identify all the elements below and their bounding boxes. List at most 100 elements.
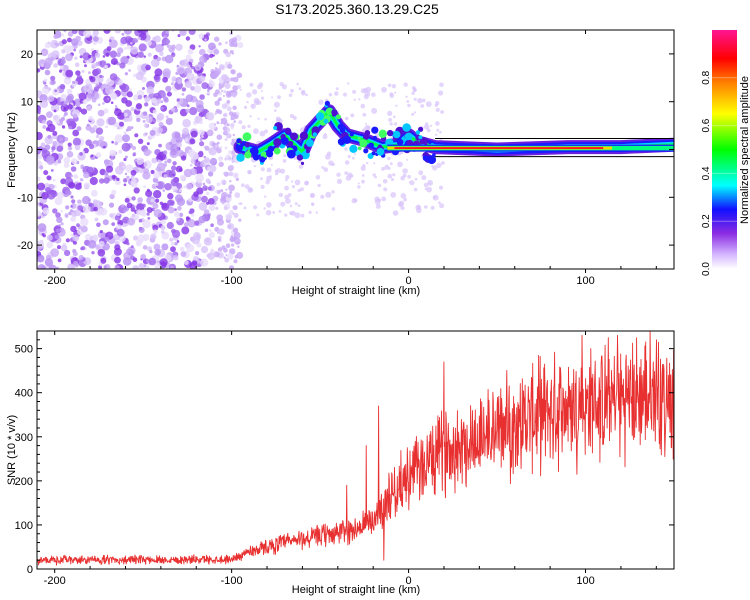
noise-blob	[109, 193, 115, 200]
noise-blob	[225, 254, 228, 257]
noise-blob	[193, 85, 202, 93]
noise-blob	[273, 101, 280, 108]
noise-blob	[126, 45, 132, 50]
noise-blob	[80, 108, 88, 115]
noise-blob	[129, 115, 133, 119]
noise-blob	[155, 43, 164, 53]
noise-blob	[397, 161, 403, 168]
noise-blob	[68, 182, 76, 189]
ridge-blob	[432, 153, 436, 157]
noise-blob	[361, 179, 365, 184]
noise-blob	[190, 130, 198, 138]
ridge-blob	[273, 126, 278, 130]
noise-blob	[208, 147, 217, 156]
noise-blob	[56, 216, 63, 223]
noise-blob	[102, 55, 106, 58]
noise-blob	[186, 104, 190, 108]
noise-blob	[76, 126, 82, 131]
noise-blob	[43, 170, 49, 176]
noise-blob	[142, 111, 148, 116]
noise-blob	[146, 116, 153, 123]
noise-blob	[90, 189, 98, 197]
noise-blob	[430, 205, 435, 210]
noise-blob	[183, 168, 193, 178]
noise-blob	[104, 64, 108, 69]
noise-blob	[50, 39, 59, 49]
noise-blob	[210, 248, 214, 252]
noise-blob	[310, 193, 314, 198]
noise-blob	[156, 113, 165, 121]
noise-blob	[142, 219, 151, 229]
noise-blob	[165, 115, 169, 119]
noise-blob	[109, 213, 114, 218]
noise-blob	[137, 30, 142, 34]
noise-blob	[227, 63, 233, 69]
noise-blob	[97, 139, 104, 147]
noise-blob	[228, 171, 234, 177]
noise-blob	[344, 171, 349, 176]
noise-blob	[274, 109, 277, 112]
noise-blob	[54, 89, 58, 93]
noise-blob	[403, 82, 408, 87]
noise-blob	[284, 213, 288, 217]
noise-blob	[216, 182, 221, 187]
spectrogram-x-tick-label: -100	[221, 275, 243, 287]
noise-blob	[103, 177, 110, 184]
noise-blob	[241, 183, 245, 188]
noise-blob	[44, 144, 51, 151]
noise-blob	[156, 56, 162, 62]
noise-blob	[178, 189, 183, 193]
noise-blob	[365, 122, 368, 125]
noise-blob	[211, 142, 216, 147]
noise-blob	[92, 30, 99, 36]
noise-blob	[150, 58, 160, 68]
noise-blob	[101, 75, 105, 78]
noise-blob	[52, 130, 58, 136]
noise-blob	[199, 94, 205, 100]
noise-blob	[225, 188, 228, 191]
noise-blob	[336, 172, 341, 177]
noise-blob	[417, 97, 423, 104]
noise-blob	[181, 226, 190, 235]
noise-blob	[204, 145, 210, 151]
noise-blob	[153, 243, 161, 251]
noise-blob	[130, 41, 133, 45]
colorbar-tick-label: 0.0	[701, 262, 712, 276]
noise-blob	[74, 62, 80, 68]
noise-blob	[155, 198, 160, 203]
noise-blob	[226, 81, 229, 84]
noise-blob	[37, 240, 45, 247]
noise-blob	[195, 251, 200, 256]
spectrogram-content	[37, 30, 674, 269]
noise-blob	[226, 123, 230, 127]
noise-blob	[305, 93, 308, 97]
noise-blob	[152, 203, 159, 209]
noise-blob	[187, 72, 194, 79]
noise-blob	[241, 125, 246, 130]
noise-blob	[283, 154, 287, 158]
noise-blob	[67, 142, 72, 147]
noise-blob	[201, 135, 204, 139]
noise-blob	[374, 175, 377, 179]
noise-blob	[124, 118, 128, 123]
noise-blob	[190, 65, 195, 70]
noise-blob	[226, 90, 229, 93]
noise-blob	[224, 138, 228, 141]
noise-blob	[51, 150, 54, 153]
snr-panel: -200 -100 0 100 0 100 200 300 400 500 Height of s…	[6, 330, 675, 596]
ridge-blob	[386, 129, 394, 137]
colorbar-tick-label: 0.2	[701, 214, 712, 228]
noise-blob	[232, 133, 235, 137]
noise-blob	[407, 174, 411, 179]
noise-blob	[353, 153, 356, 156]
noise-blob	[80, 247, 84, 251]
noise-blob	[77, 199, 82, 205]
noise-blob	[51, 103, 60, 113]
ridge-blob	[287, 140, 294, 147]
noise-blob	[120, 83, 130, 93]
noise-blob	[208, 231, 215, 239]
noise-blob	[70, 216, 76, 222]
noise-blob	[65, 238, 70, 243]
ridge-blob	[244, 141, 251, 148]
